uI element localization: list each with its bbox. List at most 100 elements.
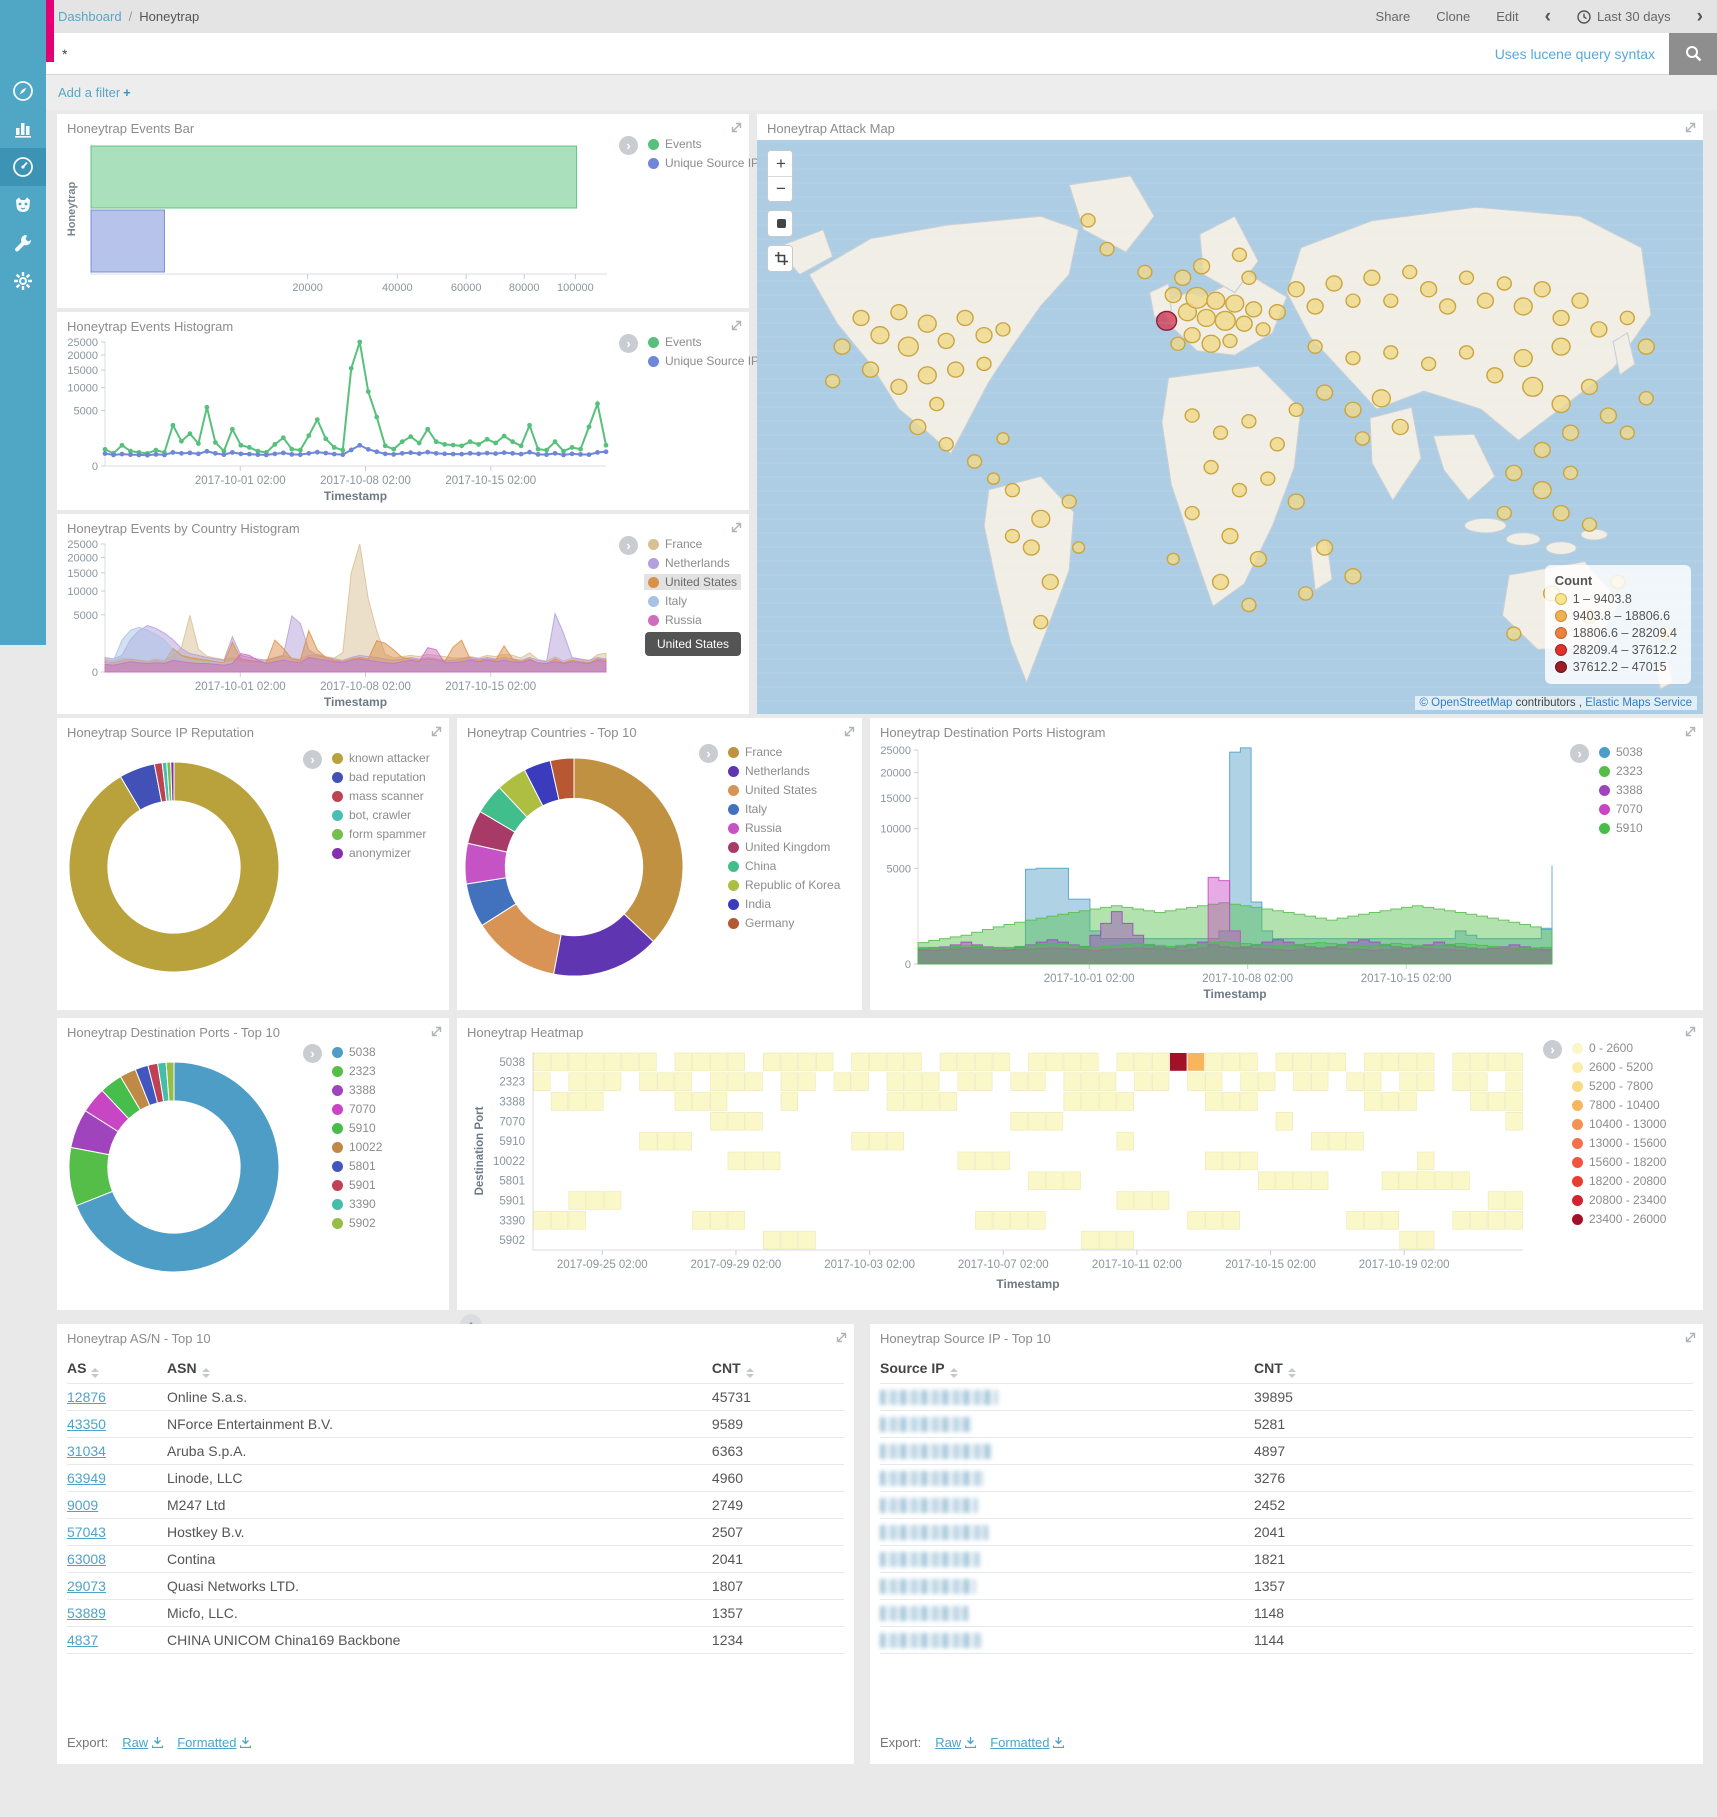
heatmap-cell[interactable] — [780, 1092, 798, 1111]
heatmap-cell[interactable] — [639, 1072, 657, 1091]
legend-item[interactable]: 5038 — [1595, 744, 1647, 760]
heatmap-cell[interactable] — [1328, 1131, 1347, 1151]
column-header[interactable]: CNT — [712, 1360, 844, 1378]
heatmap-cell[interactable] — [1063, 1171, 1081, 1190]
heatmap-cell[interactable] — [1187, 1211, 1205, 1230]
legend-item[interactable]: 10400 - 13000 — [1568, 1116, 1670, 1132]
legend-item[interactable]: 20800 - 23400 — [1568, 1192, 1670, 1208]
heatmap-cell[interactable] — [1258, 1072, 1276, 1091]
column-header[interactable]: AS — [67, 1360, 167, 1378]
heatmap-cell[interactable] — [1346, 1131, 1364, 1151]
heatmap-cell[interactable] — [1452, 1171, 1470, 1190]
heatmap-cell[interactable] — [886, 1131, 905, 1151]
heatmap-cell[interactable] — [1381, 1092, 1400, 1111]
breadcrumb-dashboard[interactable]: Dashboard — [58, 9, 122, 24]
heatmap-cell[interactable] — [1151, 1052, 1170, 1072]
legend-item[interactable]: 5038 — [328, 1044, 386, 1060]
clone-button[interactable]: Clone — [1436, 9, 1471, 24]
heatmap-cell[interactable] — [674, 1072, 692, 1091]
as-link[interactable]: 43350 — [67, 1416, 106, 1432]
legend-item[interactable]: Events — [644, 136, 769, 152]
panel-expand-icon[interactable] — [431, 724, 442, 742]
legend-toggle-icon[interactable]: › — [1570, 744, 1589, 763]
heatmap-cell[interactable] — [1222, 1151, 1240, 1171]
as-link[interactable]: 57043 — [67, 1524, 106, 1540]
export-raw-link[interactable]: Raw — [122, 1735, 164, 1750]
heatmap-cell[interactable] — [1063, 1092, 1081, 1111]
panel-expand-icon[interactable] — [1685, 1024, 1696, 1042]
legend-item[interactable]: 2600 - 5200 — [1568, 1059, 1670, 1075]
heatmap-cell[interactable] — [763, 1230, 781, 1250]
heatmap-cell[interactable] — [656, 1131, 675, 1151]
export-formatted-link[interactable]: Formatted — [177, 1735, 252, 1750]
heatmap-cell[interactable] — [1222, 1052, 1240, 1072]
heatmap-cell[interactable] — [869, 1052, 887, 1072]
heatmap-cell[interactable] — [957, 1052, 975, 1072]
heatmap-cell[interactable] — [1470, 1211, 1488, 1230]
as-link[interactable]: 63008 — [67, 1551, 106, 1567]
heatmap-cell[interactable] — [1381, 1052, 1400, 1072]
column-header[interactable]: Source IP — [880, 1360, 1254, 1378]
heatmap-cell[interactable] — [1346, 1072, 1364, 1091]
legend-item[interactable]: Republic of Korea — [724, 877, 844, 893]
heatmap-cell[interactable] — [833, 1072, 852, 1091]
heatmap-cell[interactable] — [1452, 1072, 1470, 1091]
legend-item[interactable]: mass scanner — [328, 788, 434, 804]
heatmap-cell[interactable] — [1081, 1052, 1099, 1072]
heatmap-cell[interactable] — [851, 1131, 869, 1151]
legend-item[interactable]: 10022 — [328, 1139, 386, 1155]
legend-item[interactable]: Germany — [724, 915, 844, 931]
sidebar-item-dev-tools[interactable] — [0, 224, 46, 262]
panel-expand-icon[interactable] — [836, 1330, 847, 1348]
panel-expand-icon[interactable] — [731, 318, 742, 336]
heatmap-cell[interactable] — [692, 1052, 710, 1072]
heatmap-cell[interactable] — [1010, 1112, 1028, 1131]
heatmap-cell[interactable] — [1487, 1191, 1506, 1210]
heatmap-cell[interactable] — [674, 1052, 692, 1072]
heatmap-cell-hot[interactable] — [1169, 1053, 1187, 1071]
heatmap-cell[interactable] — [763, 1052, 781, 1072]
heatmap-cell[interactable] — [1134, 1191, 1152, 1210]
heatmap-cell[interactable] — [727, 1072, 745, 1091]
heatmap-cell[interactable] — [1045, 1171, 1064, 1190]
legend-item[interactable]: 0 - 2600 — [1568, 1040, 1670, 1056]
heatmap-cell-hot[interactable] — [1187, 1053, 1205, 1071]
heatmap-cell[interactable] — [1028, 1171, 1046, 1190]
heatmap-cell[interactable] — [1204, 1151, 1223, 1171]
as-link[interactable]: 9009 — [67, 1497, 99, 1513]
heatmap-cell[interactable] — [975, 1151, 993, 1171]
heatmap-cell[interactable] — [939, 1092, 958, 1111]
panel-expand-icon[interactable] — [431, 1024, 442, 1042]
map-zoom-out-button[interactable]: − — [768, 176, 792, 201]
heatmap-cell[interactable] — [1240, 1072, 1258, 1091]
heatmap-cell[interactable] — [1417, 1230, 1435, 1250]
heatmap-cell[interactable] — [1293, 1171, 1311, 1190]
panel-expand-icon[interactable] — [731, 520, 742, 538]
heatmap-cell[interactable] — [1364, 1092, 1382, 1111]
heatmap-cell[interactable] — [1346, 1211, 1364, 1230]
legend-item[interactable]: form spammer — [328, 826, 434, 842]
heatmap-cell[interactable] — [1045, 1112, 1064, 1131]
as-link[interactable]: 63949 — [67, 1470, 106, 1486]
heatmap-cell[interactable] — [1063, 1072, 1081, 1091]
heatmap-cell[interactable] — [1364, 1052, 1382, 1072]
heatmap-cell[interactable] — [975, 1072, 993, 1091]
heatmap-cell[interactable] — [1470, 1072, 1488, 1091]
legend-item[interactable]: 5910 — [328, 1120, 386, 1136]
heatmap-cell[interactable] — [1399, 1072, 1417, 1091]
panel-expand-icon[interactable] — [1685, 1330, 1696, 1348]
export-formatted-link[interactable]: Formatted — [990, 1735, 1065, 1750]
heatmap-cell[interactable] — [1063, 1052, 1081, 1072]
osm-link[interactable]: © OpenStreetMap — [1419, 697, 1513, 709]
heatmap-cell[interactable] — [1204, 1052, 1223, 1072]
legend-item[interactable]: 3388 — [1595, 782, 1647, 798]
heatmap-cell[interactable] — [939, 1052, 958, 1072]
heatmap-cell[interactable] — [727, 1112, 745, 1131]
legend-item[interactable]: Italy — [644, 593, 741, 609]
heatmap-cell[interactable] — [904, 1052, 922, 1072]
donut-slice[interactable] — [75, 1061, 280, 1273]
legend-item[interactable]: 15600 - 18200 — [1568, 1154, 1670, 1170]
heatmap-cell[interactable] — [709, 1092, 728, 1111]
search-button[interactable] — [1669, 32, 1717, 75]
legend-item[interactable]: 18200 - 20800 — [1568, 1173, 1670, 1189]
